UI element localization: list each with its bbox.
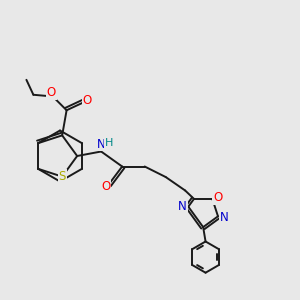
Text: O: O [213, 191, 222, 204]
Text: N: N [97, 137, 106, 151]
Text: N: N [178, 200, 187, 213]
Text: O: O [82, 94, 92, 107]
Text: N: N [220, 211, 228, 224]
Text: S: S [58, 170, 66, 183]
Text: O: O [47, 86, 56, 99]
Text: O: O [101, 179, 110, 193]
Text: H: H [104, 137, 113, 148]
